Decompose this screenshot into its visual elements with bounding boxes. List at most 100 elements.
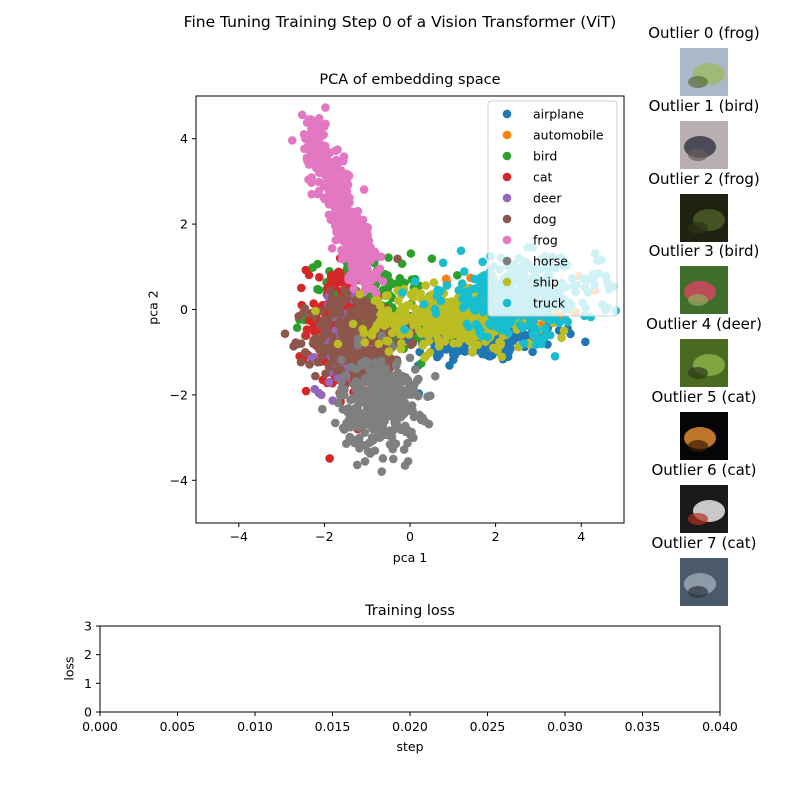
scatter-point	[406, 249, 416, 258]
scatter-point	[421, 351, 431, 361]
outlier-title: Outlier 4 (deer)	[646, 315, 762, 334]
outlier-title: Outlier 7 (cat)	[651, 533, 757, 552]
scatter-point	[365, 394, 375, 403]
scatter-point	[559, 326, 569, 335]
scatter-point	[390, 371, 399, 381]
y-tick-label: 0	[180, 302, 188, 317]
scatter-point	[328, 332, 337, 341]
scatter-point	[384, 347, 394, 356]
bird-thumbnail	[680, 120, 728, 169]
frog-thumbnail	[680, 193, 728, 242]
deer-thumbnail	[680, 339, 728, 388]
cat-thumbnail	[680, 557, 728, 606]
scatter-point	[360, 338, 370, 347]
scatter-point	[326, 286, 336, 296]
scatter-point	[399, 410, 408, 419]
scatter-point	[393, 254, 402, 264]
scatter-point	[382, 336, 391, 346]
scatter-point	[364, 236, 374, 246]
scatter-point	[413, 391, 423, 401]
loss-x-tick-label: 0.030	[547, 719, 583, 734]
scatter-point	[397, 389, 406, 398]
scatter-point	[468, 346, 477, 355]
loss-x-tick-label: 0.040	[702, 719, 738, 734]
scatter-point	[563, 317, 573, 327]
scatter-point	[319, 153, 329, 163]
scatter-point	[546, 315, 555, 325]
scatter-point	[352, 460, 362, 470]
scatter-point	[504, 328, 513, 338]
frog-thumbnail	[680, 48, 728, 96]
legend-label-horse: horse	[533, 254, 568, 269]
scatter-point	[320, 326, 330, 336]
legend-marker-deer	[502, 193, 512, 203]
scatter-point	[415, 347, 425, 357]
scatter-point	[458, 303, 468, 312]
scatter-point	[320, 161, 330, 171]
scatter-point	[307, 189, 316, 199]
scatter-point	[465, 293, 474, 303]
scatter-point	[310, 138, 319, 147]
scatter-point	[464, 336, 474, 346]
x-tick-label: −2	[315, 529, 333, 544]
scatter-point	[541, 324, 550, 333]
scatter-point	[376, 252, 386, 262]
scatter-point	[393, 357, 402, 367]
scatter-point	[320, 318, 330, 328]
scatter-legend: airplane automobile bird cat deer dog frog hors…	[487, 100, 618, 317]
scatter-point	[314, 186, 324, 196]
scatter-point	[329, 351, 338, 361]
scatter-point	[311, 371, 320, 381]
scatter-point	[427, 254, 437, 263]
scatter-point	[351, 349, 360, 359]
scatter-point	[324, 362, 334, 372]
y-tick-label: 2	[180, 217, 188, 232]
scatter-point	[304, 270, 314, 280]
scatter-point	[381, 380, 391, 389]
loss-x-tick-label: 0.020	[392, 719, 428, 734]
legend-marker-truck	[502, 298, 512, 308]
scatter-point	[326, 272, 336, 282]
scatter-title: PCA of embedding space	[319, 72, 501, 88]
scatter-point	[456, 246, 466, 256]
scatter-point	[465, 299, 475, 309]
scatter-point	[328, 304, 337, 313]
scatter-point	[344, 275, 353, 285]
scatter-point	[344, 348, 353, 357]
scatter-point	[350, 226, 360, 236]
legend-label-cat: cat	[533, 170, 553, 185]
scatter-point	[329, 184, 338, 194]
scatter-point	[566, 329, 575, 339]
scatter-point	[387, 315, 396, 324]
scatter-point	[473, 340, 483, 350]
scatter-point	[311, 306, 320, 316]
scatter-point	[358, 274, 367, 283]
scatter-point	[329, 165, 339, 175]
scatter-point	[353, 334, 363, 344]
legend-marker-dog	[502, 214, 512, 224]
outlier-title: Outlier 6 (cat)	[651, 460, 757, 479]
scatter-point	[423, 330, 433, 339]
x-tick-label: 4	[577, 529, 585, 544]
scatter-point	[478, 349, 487, 359]
scatter-point	[469, 284, 479, 294]
scatter-point	[381, 364, 391, 373]
scatter-point	[297, 283, 306, 293]
scatter-point	[440, 337, 450, 346]
scatter-point	[331, 235, 341, 245]
loss-x-axis-label: step	[396, 739, 424, 754]
scatter-point	[313, 357, 323, 367]
scatter-point	[415, 326, 424, 335]
scatter-point	[355, 233, 365, 243]
scatter-point	[400, 461, 410, 470]
scatter-point	[550, 352, 560, 361]
scatter-point	[343, 314, 352, 324]
scatter-point	[519, 339, 529, 348]
scatter-point	[380, 372, 390, 382]
scatter-point	[309, 146, 319, 156]
scatter-point	[497, 325, 506, 335]
scatter-point	[318, 351, 328, 360]
scatter-point	[380, 269, 390, 279]
scatter-point	[314, 177, 324, 187]
x-tick-label: 0	[406, 529, 414, 544]
